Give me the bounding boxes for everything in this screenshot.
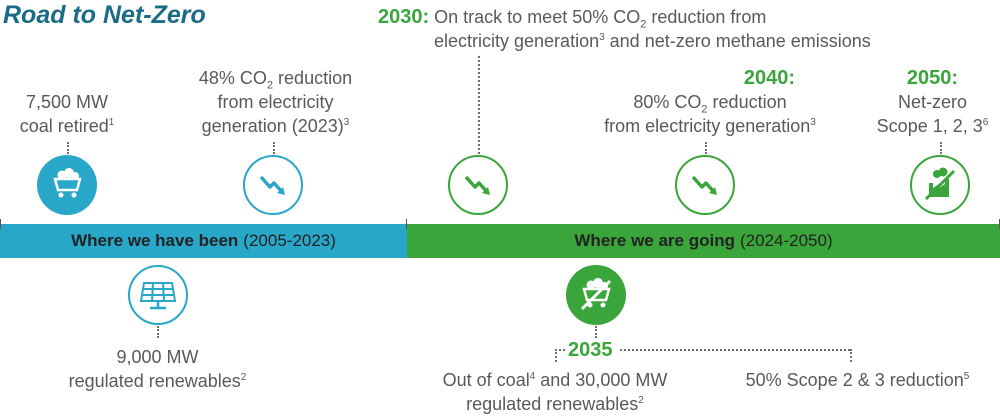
timeline-tick-divider: [406, 219, 407, 229]
past-bar-range: (2005-2023): [243, 231, 336, 250]
past-bar-label: Where we have been: [71, 231, 239, 250]
downtrend-arrow-icon: [675, 155, 735, 215]
no-emissions-factory-icon: [910, 155, 970, 215]
downtrend-arrow-icon: [243, 155, 303, 215]
timeline-tick-start: [0, 219, 1, 229]
connector-2035-right-h: [620, 349, 850, 351]
renewables-2023-text: 9,000 MW regulated renewables2: [68, 347, 247, 391]
connector-2035-icon: [595, 326, 597, 338]
solar-panel-icon: [128, 265, 188, 325]
connector-2035-right-v: [850, 349, 852, 362]
connector-renewables: [157, 326, 159, 338]
year-2030: 2030:: [378, 6, 430, 28]
year-2040: 2040:: [743, 67, 795, 89]
connector-2040: [705, 142, 707, 154]
future-timeline-bar: Where we are going (2024-2050): [407, 224, 1000, 258]
year-2035: 2035: [568, 339, 613, 361]
goal-2035-scope-text: 50% Scope 2 & 3 reduction5: [745, 370, 970, 390]
goal-2035-coal-text: Out of coal4 and 30,000 MW regulated ren…: [442, 370, 668, 414]
future-bar-label: Where we are going: [574, 231, 735, 250]
connector-co2-2023: [273, 142, 275, 154]
no-coal-cart-icon: [566, 265, 626, 325]
coal-cart-icon: [37, 155, 97, 215]
connector-2050: [940, 142, 942, 154]
page-title: Road to Net-Zero: [3, 1, 206, 29]
connector-coal: [67, 142, 69, 154]
goal-2040-text: 2040: 80% CO2 reduction from electricity…: [585, 66, 835, 138]
connector-2035-left-h: [555, 349, 565, 351]
co2-2023-text: 48% CO2 reduction from electricity gener…: [198, 68, 353, 136]
goal-2050-text: 2050: Net-zero Scope 1, 2, 36: [870, 66, 995, 138]
goal-2030-text: 2030: On track to meet 50% CO2 reduction…: [378, 6, 871, 51]
downtrend-arrow-icon: [448, 155, 508, 215]
connector-2035-left-v: [555, 349, 557, 362]
past-timeline-bar: Where we have been (2005-2023): [0, 224, 407, 258]
connector-2030: [478, 56, 480, 154]
coal-retired-text: 7,500 MW coal retired1: [19, 92, 115, 136]
year-2050: 2050:: [906, 67, 959, 89]
future-bar-range: (2024-2050): [739, 231, 833, 250]
